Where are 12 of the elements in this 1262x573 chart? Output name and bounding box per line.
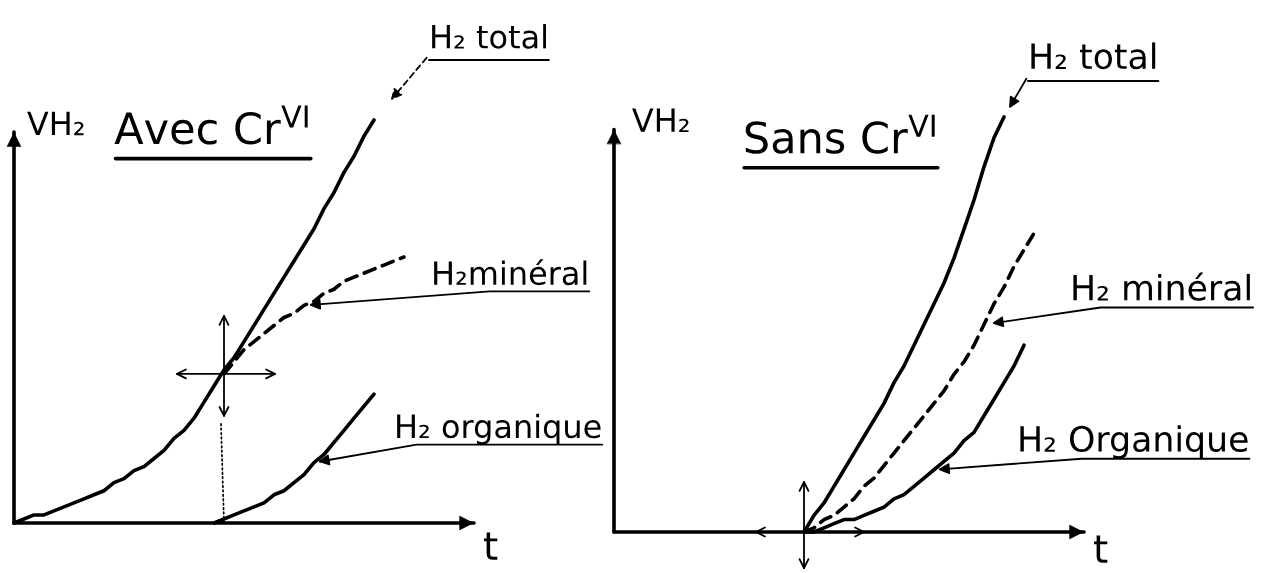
text: H₂ total	[432, 24, 547, 49]
y-axis-title: VH₂	[27, 111, 84, 136]
chart-title: Avec Cr$^{VI}$	[114, 105, 308, 145]
x-axis-title: t	[1094, 535, 1108, 563]
series-label: H₂ total	[1031, 42, 1156, 70]
y-axis-title: VH₂	[632, 108, 689, 132]
x-axis-title: t	[484, 532, 498, 560]
series-label: H₂ Organique	[1020, 425, 1248, 459]
series-label: H₂minéral	[434, 259, 587, 286]
series-label: H₂ minéral	[1073, 272, 1250, 301]
series-label: H₂ organique	[397, 413, 601, 445]
chart-title: Sans Cr$^{VI}$	[745, 114, 935, 154]
